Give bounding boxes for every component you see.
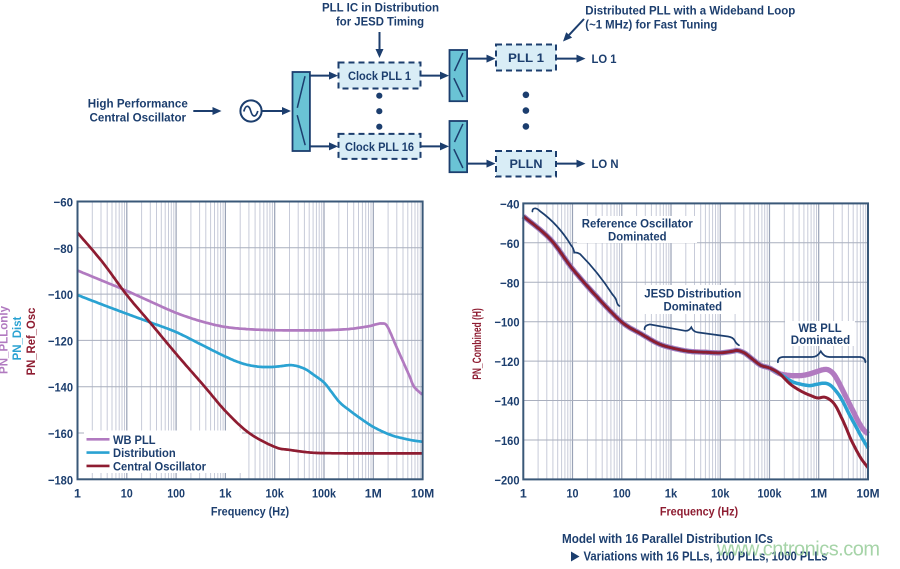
svg-text:10k: 10k (711, 487, 729, 501)
svg-text:1k: 1k (219, 487, 232, 501)
svg-text:Dominated: Dominated (608, 230, 667, 244)
svg-text:−120: −120 (495, 355, 520, 369)
svg-text:Frequency (Hz): Frequency (Hz) (660, 505, 738, 519)
svg-text:Variations with 16 PLLs, 100 P: Variations with 16 PLLs, 100 PLLs, 1000 … (584, 549, 828, 564)
svg-text:10M: 10M (856, 487, 879, 501)
svg-text:−80: −80 (500, 276, 520, 290)
svg-text:PN_Ref_Osc: PN_Ref_Osc (24, 307, 38, 375)
svg-text:−180: −180 (48, 473, 73, 487)
svg-text:10: 10 (567, 487, 579, 501)
svg-text:Central Oscillator: Central Oscillator (113, 460, 206, 474)
svg-text:−80: −80 (54, 242, 74, 256)
svg-text:100k: 100k (312, 487, 336, 501)
svg-text:−140: −140 (495, 395, 520, 409)
svg-text:−60: −60 (54, 196, 74, 210)
svg-text:1M: 1M (810, 487, 827, 501)
svg-text:−120: −120 (48, 334, 73, 348)
svg-text:LO 1: LO 1 (592, 52, 617, 66)
svg-text:−140: −140 (48, 381, 73, 395)
svg-text:1k: 1k (665, 487, 678, 501)
svg-text:LO N: LO N (592, 157, 619, 171)
svg-text:WB PLL: WB PLL (113, 433, 156, 447)
svg-text:PN_Dist: PN_Dist (10, 317, 24, 361)
svg-text:JESD Distribution: JESD Distribution (644, 287, 741, 301)
svg-text:Dominated: Dominated (791, 333, 850, 347)
svg-text:PLL 1: PLL 1 (508, 51, 544, 65)
svg-text:−60: −60 (500, 237, 520, 251)
svg-text:−200: −200 (495, 473, 520, 487)
svg-text:−160: −160 (495, 434, 520, 448)
svg-text:−100: −100 (495, 316, 520, 330)
svg-text:Clock PLL 16: Clock PLL 16 (345, 140, 414, 154)
svg-text:−100: −100 (48, 288, 73, 302)
svg-text:Clock PLL 1: Clock PLL 1 (348, 69, 411, 83)
svg-text:PLL IC in Distribution: PLL IC in Distribution (322, 1, 439, 15)
svg-text:PLLN: PLLN (510, 157, 543, 171)
svg-text:Model with 16 Parallel Distrib: Model with 16 Parallel Distribution ICs (562, 531, 773, 546)
svg-text:1M: 1M (365, 487, 382, 501)
svg-text:(~1 MHz) for Fast Tuning: (~1 MHz) for Fast Tuning (585, 18, 717, 32)
svg-text:Frequency (Hz): Frequency (Hz) (211, 505, 289, 519)
svg-text:High Performance: High Performance (88, 97, 188, 111)
svg-text:www.cntronics.com: www.cntronics.com (716, 539, 880, 561)
svg-text:100k: 100k (758, 487, 782, 501)
svg-text:for JESD Timing: for JESD Timing (336, 15, 424, 29)
svg-text:10k: 10k (266, 487, 284, 501)
svg-text:Distributed PLL with a Wideban: Distributed PLL with a Wideband Loop (585, 4, 795, 18)
svg-text:−160: −160 (48, 427, 73, 441)
svg-text:PN_PLLonly: PN_PLLonly (0, 306, 11, 374)
svg-text:1: 1 (520, 487, 527, 501)
svg-text:100: 100 (167, 487, 185, 501)
svg-text:PN_Combined (H): PN_Combined (H) (470, 308, 484, 380)
svg-text:1: 1 (74, 487, 81, 501)
svg-text:Distribution: Distribution (113, 446, 176, 460)
svg-text:Reference Oscillator: Reference Oscillator (582, 217, 693, 231)
svg-text:10: 10 (121, 487, 133, 501)
svg-text:WB PLL: WB PLL (798, 321, 841, 335)
svg-text:10M: 10M (411, 487, 434, 501)
svg-text:Central Oscillator: Central Oscillator (90, 111, 187, 125)
svg-text:Dominated: Dominated (664, 300, 723, 314)
svg-text:−40: −40 (500, 197, 520, 211)
svg-text:100: 100 (613, 487, 631, 501)
